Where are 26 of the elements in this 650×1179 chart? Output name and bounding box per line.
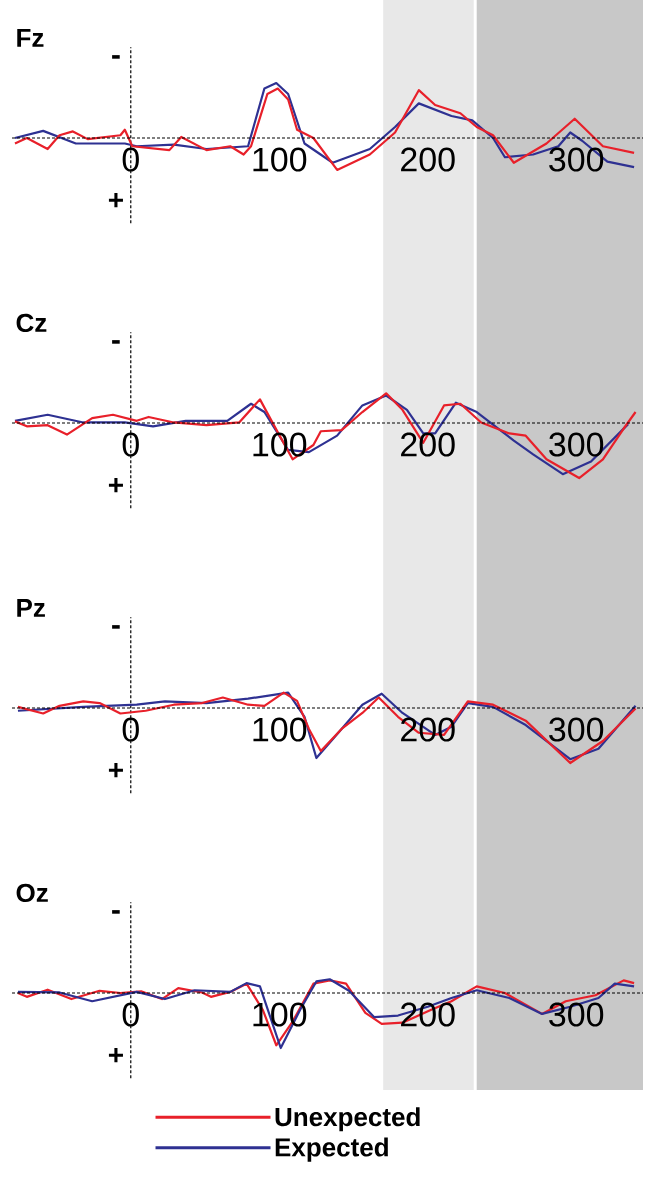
x-tick-label: 200: [401, 147, 455, 172]
legend-label: Unexpected: [275, 1107, 420, 1132]
annotation: +: [108, 1048, 123, 1063]
chart-title: Fz: [17, 28, 44, 47]
annotation: +: [108, 763, 123, 778]
annotation: +: [108, 478, 123, 493]
x-tick-label: 100: [253, 717, 307, 742]
x-tick-label: 300: [549, 1002, 604, 1027]
text: -: [112, 625, 120, 629]
x-tick-label: 0: [122, 1002, 139, 1027]
x-tick-label: 300: [549, 717, 604, 742]
x-tick-label: 0: [122, 717, 139, 742]
x-tick-label: 300: [549, 432, 604, 457]
x-tick-label: 200: [401, 432, 455, 457]
x-tick-label: 0: [122, 147, 139, 172]
text: +: [108, 193, 123, 208]
x-tick-label: 300: [549, 147, 604, 172]
chart-title: Cz: [16, 313, 47, 333]
legend-label: Expected: [275, 1137, 388, 1162]
text: -: [112, 910, 120, 914]
text: -: [112, 55, 120, 59]
x-tick-label: 0: [122, 432, 139, 457]
chart-title: Oz: [16, 883, 48, 903]
x-tick-label: 100: [253, 147, 307, 172]
text: -: [112, 340, 120, 344]
chart-title: Pz: [17, 598, 45, 617]
